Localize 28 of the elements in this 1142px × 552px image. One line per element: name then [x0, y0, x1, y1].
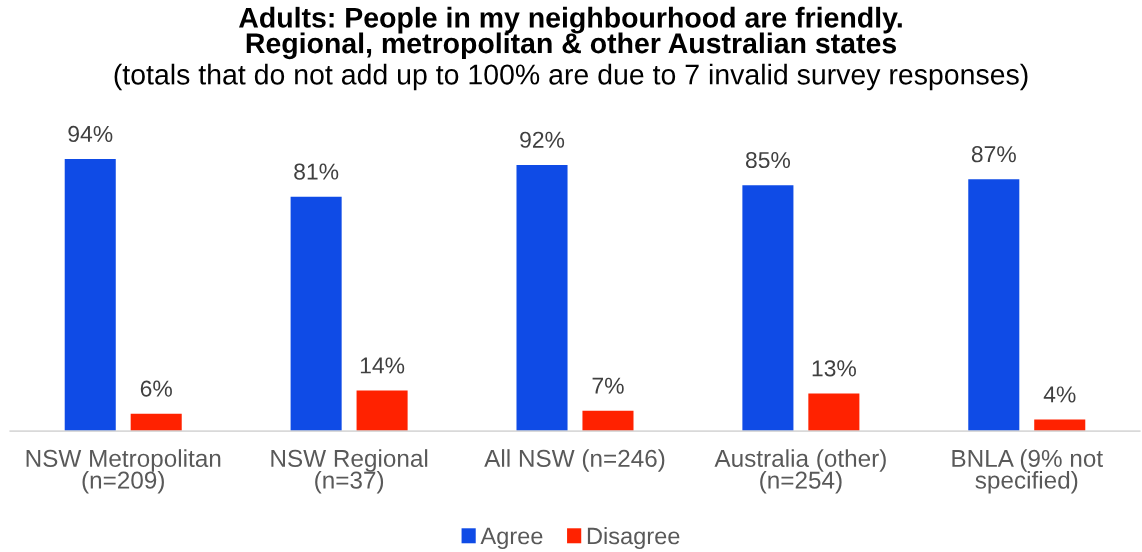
- chart-title: Adults: People in my neighbourhood are friendly. Regional, metropolitan & other Australian states: [239, 6, 902, 60]
- data-label: 94%: [68, 125, 113, 143]
- bar: [808, 393, 860, 432]
- x-tick-label: NSW Regional (n=37): [271, 449, 428, 494]
- data-label: 13%: [812, 360, 856, 377]
- chart-subtitle: (totals that do not add up to 100% are due to 7 invalid survey responses): [114, 63, 1028, 91]
- bar: [64, 159, 116, 432]
- data-label: 81%: [294, 163, 339, 180]
- x-tick-label: NSW Metropolitan (n=209): [26, 449, 221, 494]
- bar: [290, 196, 342, 432]
- bar: [130, 413, 182, 432]
- data-label: 92%: [520, 131, 565, 148]
- x-tick-label: BNLA (9% not specified): [952, 449, 1103, 494]
- bar: [742, 185, 794, 432]
- data-label: 14%: [360, 357, 405, 374]
- data-label: 6%: [140, 380, 172, 397]
- bar: [516, 164, 568, 432]
- data-label: 7%: [592, 377, 624, 394]
- bar: [968, 179, 1020, 432]
- data-label: 87%: [971, 146, 1016, 163]
- bar: [356, 390, 408, 432]
- x-tick-label: All NSW (n=246): [484, 449, 665, 472]
- bar: [582, 410, 634, 432]
- x-tick-label: Australia (other) (n=254): [714, 449, 886, 494]
- legend-label: Agree: [480, 527, 543, 550]
- legend-label: Disagree: [587, 526, 680, 550]
- data-label: 85%: [745, 151, 791, 169]
- data-label: 4%: [1043, 386, 1076, 403]
